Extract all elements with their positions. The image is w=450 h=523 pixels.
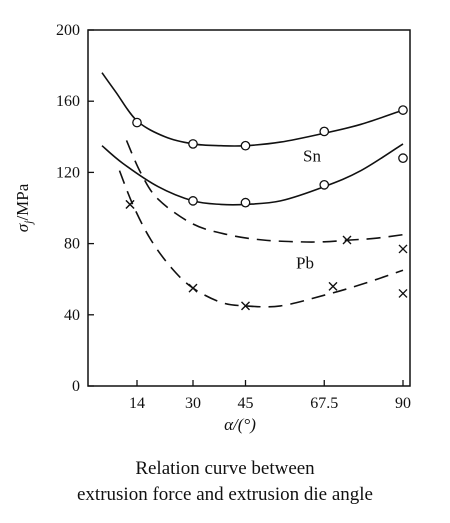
x-marker	[342, 235, 352, 245]
y-tick-label: 40	[64, 307, 80, 324]
x-tick-label: 30	[185, 395, 201, 412]
y-axis-title-sub: j	[21, 220, 35, 226]
y-axis-title-rest: /MPa	[13, 183, 32, 220]
y-tick-label: 120	[56, 164, 80, 181]
circle-marker	[240, 140, 251, 151]
x-marker	[328, 281, 338, 291]
x-marker	[398, 288, 408, 298]
series-label-pb: Pb	[296, 254, 314, 273]
circle-marker	[240, 197, 251, 208]
axis-ticks: 14 30 45 67.5 90 0 40 80 120 160 200	[56, 22, 411, 412]
x-tick-label: 45	[238, 395, 254, 412]
plot-frame	[87, 29, 411, 387]
y-tick-label: 80	[64, 236, 80, 253]
x-marker	[188, 283, 198, 293]
x-tick-label: 67.5	[310, 395, 338, 412]
circle-marker	[132, 117, 142, 128]
y-tick-label: 200	[56, 22, 80, 39]
y-axis-title-main: σ	[13, 223, 32, 232]
y-axis-title: σj/MPa	[13, 183, 35, 232]
series-line-3	[125, 140, 404, 243]
circle-marker	[188, 139, 198, 149]
y-tick-label: 160	[56, 93, 80, 110]
circle-marker	[398, 153, 408, 164]
circle-marker	[398, 105, 408, 115]
x-tick-label: 14	[129, 395, 145, 412]
x-marker	[398, 244, 408, 254]
caption-line-2: extrusion force and extrusion die angle	[77, 484, 373, 505]
y-tick-label: 0	[72, 378, 80, 395]
circle-marker	[188, 196, 198, 206]
series-labels: Sn Pb	[296, 147, 321, 273]
circle-marker	[319, 126, 330, 137]
series-markers	[125, 105, 408, 311]
series-line-2	[101, 143, 404, 206]
x-marker	[125, 199, 135, 209]
x-tick-label: 90	[395, 395, 411, 412]
caption-line-1: Relation curve between	[135, 458, 315, 479]
series-curves	[101, 72, 404, 308]
series-label-sn: Sn	[303, 147, 321, 166]
x-axis-title: α/(°)	[224, 415, 256, 434]
x-marker	[241, 301, 250, 311]
series-line-1	[101, 72, 404, 147]
series-line-4	[118, 170, 404, 308]
circle-marker	[319, 180, 330, 190]
svg-text:σj/MPa: σj/MPa	[13, 183, 35, 232]
